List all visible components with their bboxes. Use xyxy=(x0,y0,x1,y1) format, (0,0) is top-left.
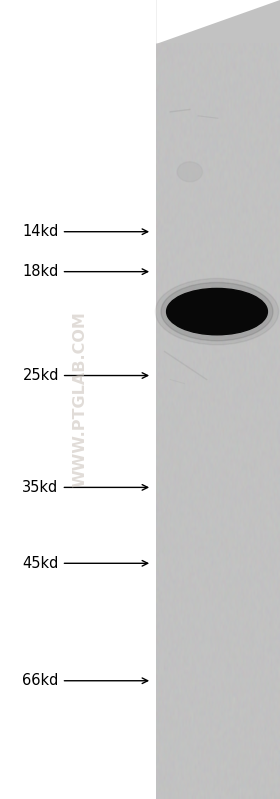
Text: WWW.PTGLAB.COM: WWW.PTGLAB.COM xyxy=(72,312,87,487)
Bar xyxy=(156,0,280,799)
Ellipse shape xyxy=(177,161,202,181)
Text: 14kd: 14kd xyxy=(22,225,148,239)
Ellipse shape xyxy=(155,279,279,345)
Text: 25kd: 25kd xyxy=(22,368,148,383)
Text: 66kd: 66kd xyxy=(22,674,148,688)
Ellipse shape xyxy=(167,288,267,335)
Polygon shape xyxy=(156,0,280,44)
Text: 35kd: 35kd xyxy=(22,480,148,495)
Ellipse shape xyxy=(161,283,273,340)
Text: 45kd: 45kd xyxy=(22,556,148,570)
Text: 18kd: 18kd xyxy=(22,264,148,279)
